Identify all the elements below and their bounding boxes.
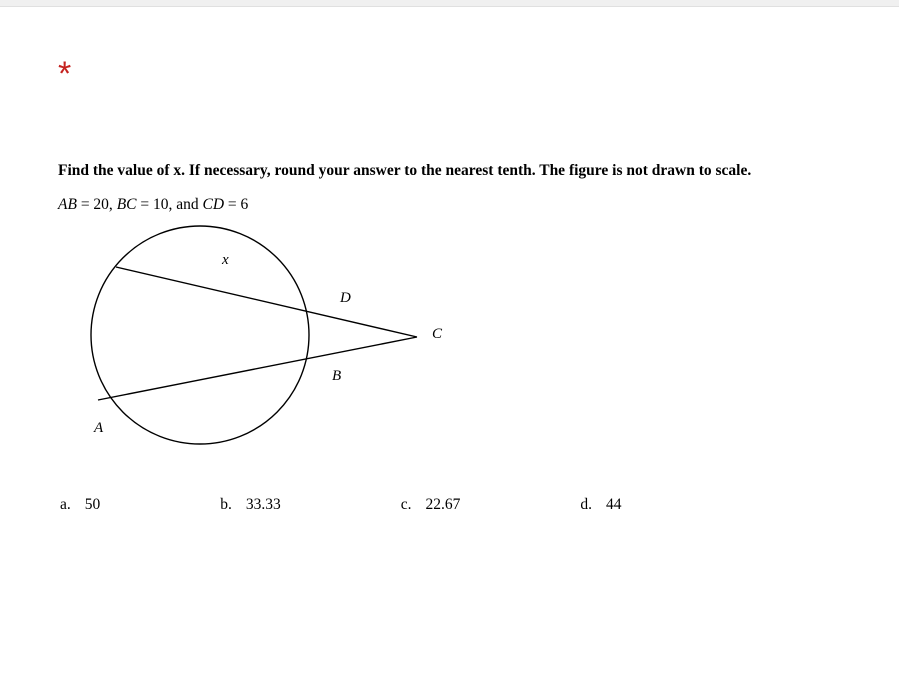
figure-secant-bottom [98,337,417,400]
required-star: * [58,57,869,91]
figure-secant-top [116,267,417,337]
choice-b[interactable]: b. 33.33 [220,496,281,514]
answer-choices: a. 50 b. 33.33 c. 22.67 d. 44 [58,496,869,514]
given-values: AB = 20, BC = 10, and CD = 6 [58,196,869,214]
question-prompt: Find the value of x. If necessary, round… [58,161,869,182]
segment-ab: AB [58,196,77,213]
choice-a[interactable]: a. 50 [60,496,100,514]
label-B: B [332,368,341,385]
choice-b-value: 33.33 [246,496,281,513]
segment-bc: BC [117,196,137,213]
choice-d[interactable]: d. 44 [580,496,621,514]
choice-c[interactable]: c. 22.67 [401,496,461,514]
segment-cd: CD [203,196,225,213]
text-eq1: = 20, [77,196,117,213]
choice-d-value: 44 [606,496,622,513]
label-C: C [432,326,442,343]
label-x: x [222,252,229,269]
choice-d-letter: d. [580,496,592,513]
geometry-figure: x D C B A [62,222,482,462]
question-container: * Find the value of x. If necessary, rou… [0,7,899,544]
label-A: A [94,420,103,437]
text-eq2: = 10, and [137,196,203,213]
page-topbar [0,0,899,7]
text-eq3: = 6 [224,196,248,213]
choice-a-value: 50 [85,496,101,513]
figure-svg [62,222,482,462]
choice-c-value: 22.67 [426,496,461,513]
choice-b-letter: b. [220,496,232,513]
choice-c-letter: c. [401,496,412,513]
figure-circle [91,226,309,444]
label-D: D [340,290,351,307]
choice-a-letter: a. [60,496,71,513]
